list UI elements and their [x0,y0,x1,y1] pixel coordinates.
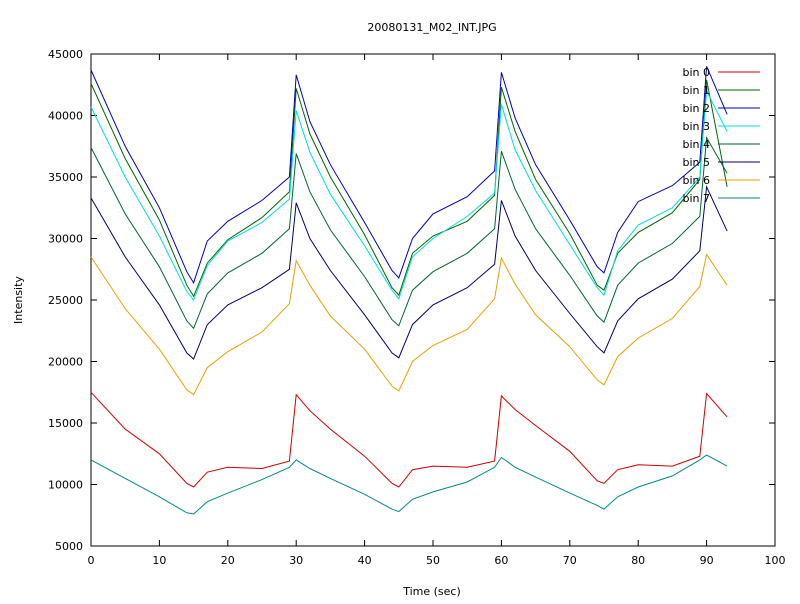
x-tick-label: 30 [289,554,303,567]
x-tick-label: 90 [700,554,714,567]
y-tick-label: 35000 [48,171,83,184]
y-axis-label: Intensity [12,276,25,324]
x-tick-label: 10 [152,554,166,567]
x-tick-label: 20 [221,554,235,567]
series-line-bin-1 [90,79,728,298]
legend-label: bin 3 [682,120,710,133]
legend-label: bin 7 [682,192,710,205]
x-axis-label: Time (sec) [402,585,461,598]
legend: bin 0 bin 1 bin 2 bin 3 bin 4 bin 5 bin 6 bin 7 [682,66,760,205]
series-line-bin-6 [90,253,728,396]
legend-label: bin 5 [682,156,710,169]
legend-label: bin 6 [682,174,710,187]
x-tick-label: 40 [358,554,372,567]
series-group [90,66,728,515]
series-line-bin-2 [90,66,728,284]
x-tick-label: 50 [426,554,440,567]
y-tick-label: 30000 [48,233,83,246]
y-tick-label: 15000 [48,417,83,430]
y-tick-label: 5000 [55,540,83,553]
x-tick-label: 70 [563,554,577,567]
x-tick-label: 80 [631,554,645,567]
y-tick-label: 25000 [48,294,83,307]
y-tick-label: 10000 [48,479,83,492]
series-line-bin-5 [90,184,728,360]
x-tick-label: 100 [765,554,786,567]
legend-label: bin 4 [682,138,710,151]
chart-title: 20080131_M02_INT.JPG [367,21,496,34]
y-tick-label: 40000 [48,110,83,123]
series-line-bin-4 [90,135,728,330]
x-tick-label: 60 [494,554,508,567]
y-tick-label: 20000 [48,356,83,369]
x-tick-label: 0 [88,554,95,567]
legend-label: bin 2 [682,102,710,115]
series-line-bin-0 [90,391,728,488]
y-tick-label: 45000 [48,48,83,61]
series-line-bin-7 [90,454,728,515]
legend-label: bin 1 [682,84,710,97]
legend-label: bin 0 [682,66,710,79]
series-line-bin-3 [90,89,728,301]
axes: 0 10 20 30 40 50 60 70 80 90 100 5000 10000 15000 2000… [48,48,786,567]
